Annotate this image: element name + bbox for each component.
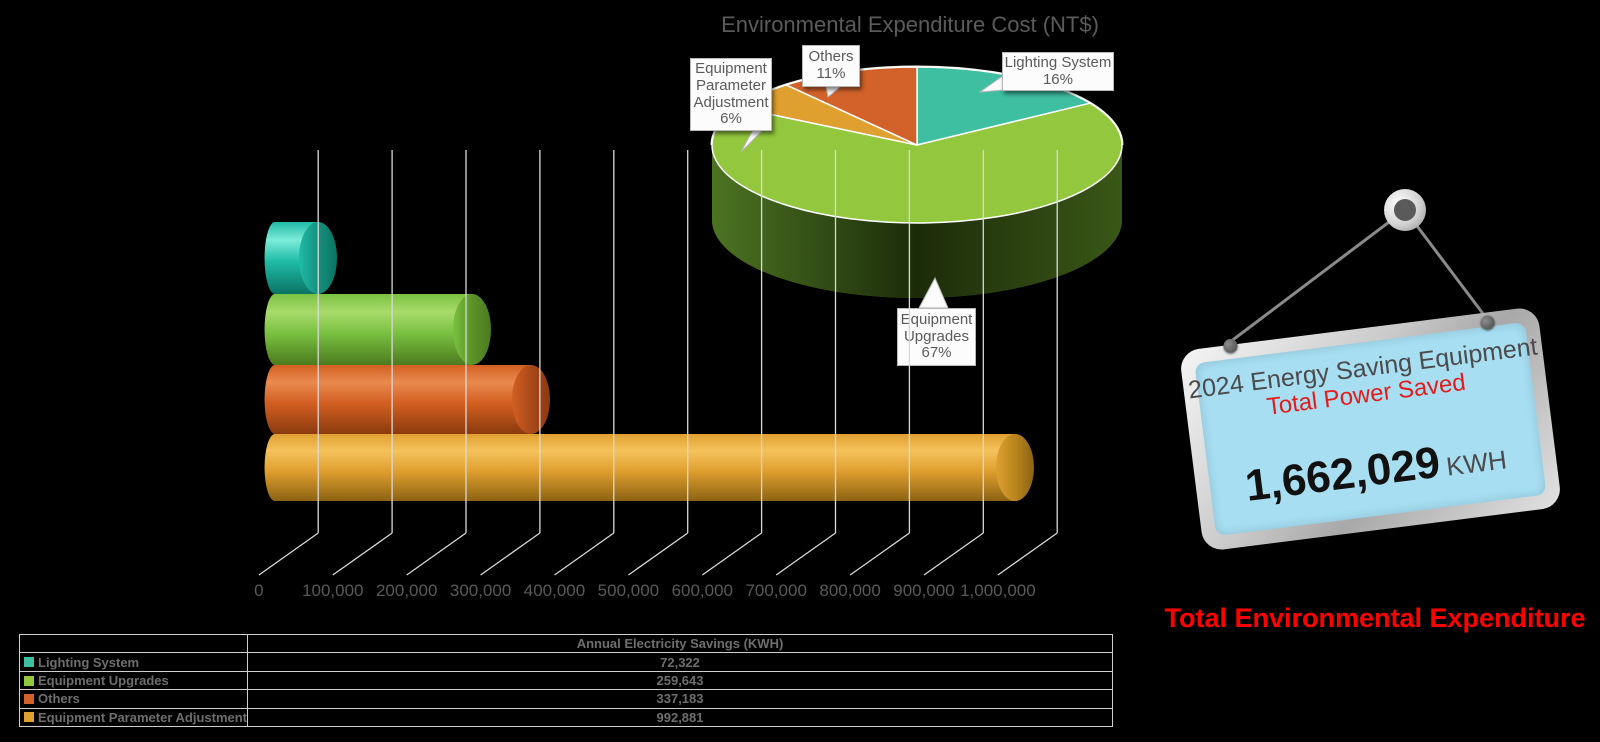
svg-text:600,000: 600,000 bbox=[672, 581, 733, 600]
svg-text:800,000: 800,000 bbox=[819, 581, 880, 600]
svg-text:200,000: 200,000 bbox=[376, 581, 437, 600]
svg-text:1,000,000: 1,000,000 bbox=[960, 581, 1036, 600]
svg-text:300,000: 300,000 bbox=[450, 581, 511, 600]
svg-text:900,000: 900,000 bbox=[893, 581, 954, 600]
svg-text:400,000: 400,000 bbox=[524, 581, 585, 600]
svg-text:0: 0 bbox=[254, 581, 263, 600]
svg-text:700,000: 700,000 bbox=[745, 581, 806, 600]
svg-text:100,000: 100,000 bbox=[302, 581, 363, 600]
svg-text:500,000: 500,000 bbox=[598, 581, 659, 600]
